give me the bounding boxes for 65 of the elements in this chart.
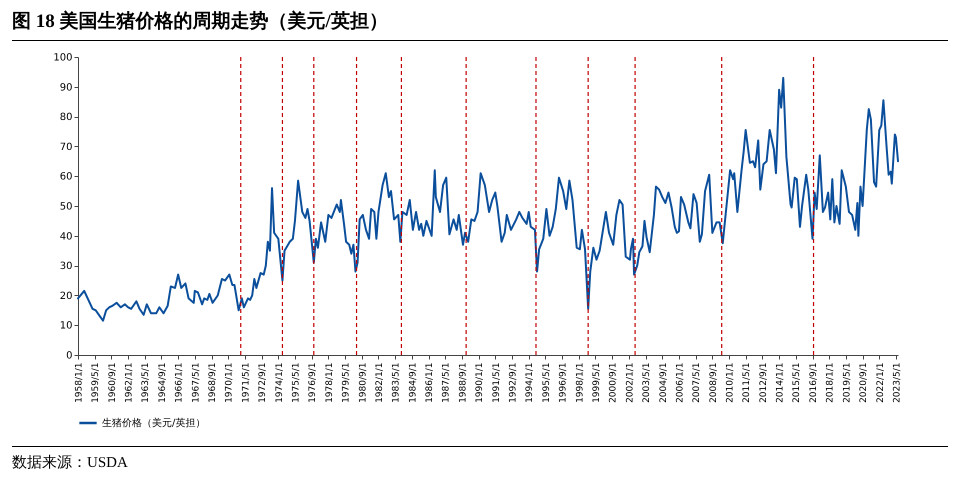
- x-tick-label: 2015/5/1: [792, 362, 802, 403]
- x-tick-label: 1972/9/1: [258, 362, 268, 403]
- x-tick-label: 1976/9/1: [308, 362, 318, 403]
- x-tick-label: 1979/5/1: [342, 362, 352, 403]
- line-series: [77, 76, 899, 322]
- y-tick-label: 30: [60, 261, 72, 272]
- y-tick-label: 10: [60, 320, 72, 332]
- x-tick-label: 1964/9/1: [158, 362, 168, 403]
- x-tick-label: 2011/5/1: [742, 362, 752, 403]
- y-tick-label: 40: [60, 231, 72, 242]
- x-tick-label: 1994/1/1: [525, 362, 536, 403]
- x-tick-label: 2008/9/1: [708, 362, 719, 403]
- x-tick-label: 2016/9/1: [809, 362, 820, 403]
- y-tick-label: 20: [60, 290, 72, 302]
- x-tick-label: 2018/1/1: [826, 362, 836, 403]
- x-tick-label: 1962/1/1: [124, 362, 135, 403]
- x-tick-label: 1992/9/1: [508, 362, 519, 403]
- x-tick-label: 2020/9/1: [859, 362, 870, 403]
- x-tick-label: 1974/1/1: [274, 362, 285, 403]
- x-tick-label: 1998/1/1: [575, 362, 586, 403]
- x-tick-label: 2023/5/1: [892, 362, 902, 403]
- x-tick-label: 1967/5/1: [191, 362, 202, 403]
- x-tick-label: 1970/1/1: [224, 362, 235, 403]
- x-tick-label: 2000/9/1: [608, 362, 619, 403]
- x-tick-label: 1984/9/1: [408, 362, 418, 403]
- x-tick-label: 2019/5/1: [842, 362, 852, 403]
- y-tick-label: 70: [60, 142, 72, 153]
- y-tick-label: 90: [60, 82, 72, 94]
- y-tick-label: 0: [66, 350, 72, 362]
- source-note: 数据来源：USDA: [12, 454, 129, 472]
- x-tick-label: 2022/1/1: [876, 362, 886, 403]
- y-tick-label: 80: [60, 112, 72, 124]
- x-tick-label: 1959/5/1: [91, 362, 102, 403]
- chart-title: 图 18 美国生猪价格的周期走势（美元/英担）: [12, 8, 948, 41]
- x-tick-label: 2014/1/1: [776, 362, 786, 403]
- x-tick-label: 2006/1/1: [675, 362, 686, 403]
- x-tick-label: 1987/5/1: [442, 362, 452, 403]
- x-tick-label: 2003/5/1: [642, 362, 652, 403]
- x-tick-label: 2010/1/1: [726, 362, 736, 403]
- x-tick-label: 1988/9/1: [458, 362, 468, 403]
- y-tick-label: 50: [60, 202, 72, 212]
- x-tick-label: 1971/5/1: [241, 362, 252, 403]
- x-tick-label: 2007/5/1: [692, 362, 702, 403]
- y-tick-label: 100: [53, 52, 72, 64]
- x-tick-label: 1978/1/1: [324, 362, 335, 403]
- legend-label: 生猪价格（美元/英担）: [102, 417, 206, 429]
- x-tick-label: 1999/5/1: [592, 362, 602, 403]
- x-tick-label: 1990/1/1: [475, 362, 486, 403]
- x-tick-label: 2012/9/1: [758, 362, 769, 403]
- x-tick-label: 1995/5/1: [542, 362, 552, 403]
- x-tick-label: 1986/1/1: [425, 362, 436, 403]
- x-tick-label: 2002/1/1: [625, 362, 636, 403]
- x-tick-label: 1960/9/1: [108, 362, 118, 403]
- x-tick-label: 1975/5/1: [291, 362, 302, 403]
- x-tick-label: 1991/5/1: [492, 362, 502, 403]
- x-tick-label: 1983/5/1: [392, 362, 402, 403]
- x-tick-label: 1958/1/1: [74, 362, 84, 403]
- x-tick-label: 1966/1/1: [174, 362, 185, 403]
- x-tick-label: 1968/9/1: [208, 362, 218, 403]
- x-tick-label: 2004/9/1: [658, 362, 669, 403]
- x-tick-label: 1996/9/1: [558, 362, 569, 403]
- x-tick-label: 1980/9/1: [358, 362, 368, 403]
- y-tick-label: 60: [60, 172, 72, 183]
- x-tick-label: 1963/5/1: [141, 362, 152, 403]
- x-tick-label: 1982/1/1: [374, 362, 385, 403]
